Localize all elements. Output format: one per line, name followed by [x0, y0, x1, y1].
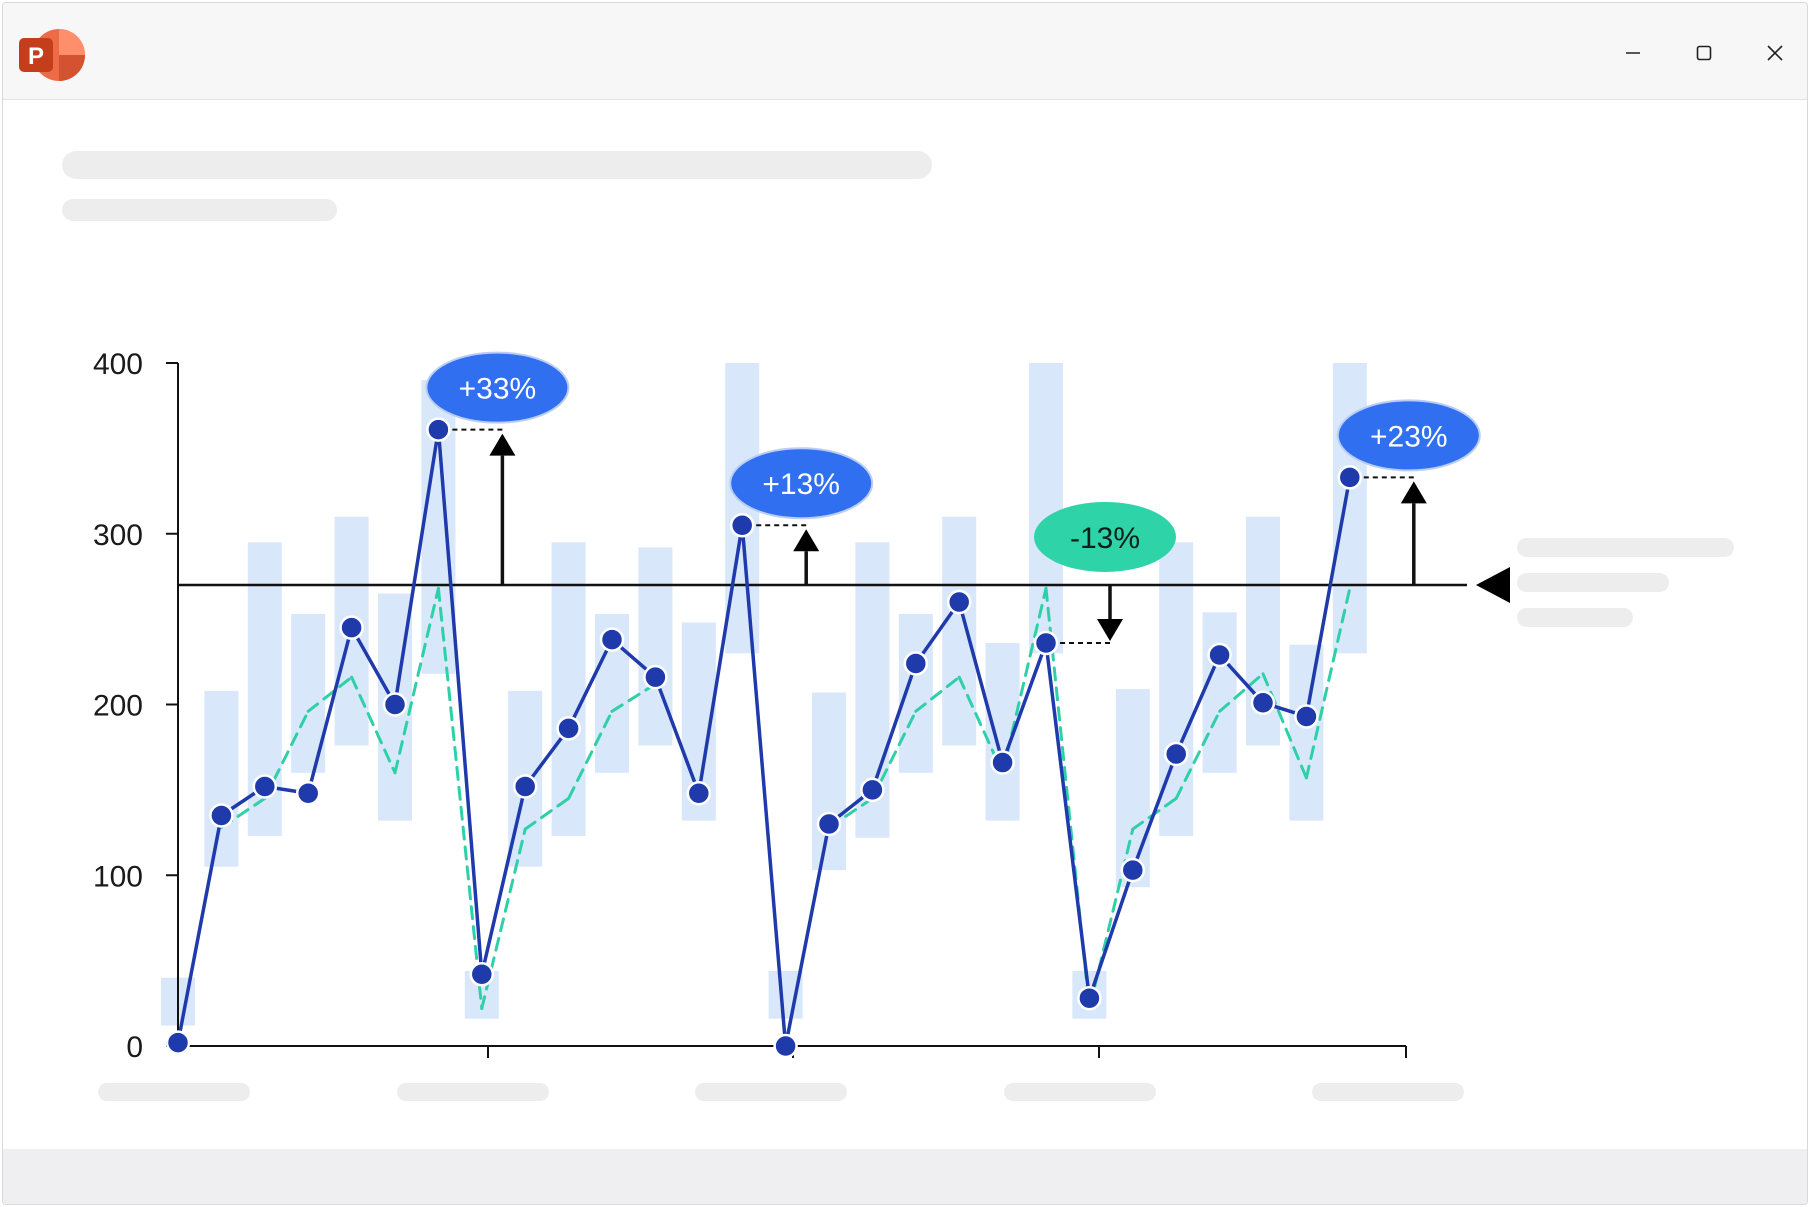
change-badge [729, 447, 874, 520]
x-label-placeholder [1312, 1083, 1464, 1101]
range-band [551, 542, 586, 836]
data-point [556, 716, 581, 741]
data-point [252, 774, 278, 799]
y-tick-label: 400 [93, 348, 143, 381]
data-point [946, 589, 972, 615]
x-label-placeholder [695, 1083, 847, 1101]
data-point [643, 664, 668, 690]
minimize-button[interactable] [1606, 29, 1660, 77]
dashed-series-segment [263, 709, 310, 800]
data-point [469, 962, 495, 987]
y-tick-label: 200 [93, 690, 143, 723]
change-badge-label: -13% [1070, 522, 1140, 555]
dashed-series-segment [1218, 672, 1265, 713]
change-badge-label: +23% [1370, 420, 1448, 453]
y-tick-label: 0 [126, 1031, 143, 1064]
data-point [512, 774, 538, 799]
data-point [816, 811, 842, 837]
data-point [1337, 465, 1363, 490]
legend-line-placeholder [1517, 573, 1669, 592]
subtitle-placeholder [62, 199, 337, 221]
range-band [1332, 363, 1367, 654]
dashed-series-segment [523, 796, 571, 831]
change-badge [1336, 399, 1481, 472]
maximize-icon [1696, 45, 1712, 61]
change-badge-label: +33% [459, 373, 537, 406]
minimize-icon [1626, 52, 1640, 54]
range-band [1159, 542, 1194, 836]
x-label-placeholder [1004, 1083, 1156, 1101]
x-label-placeholder [98, 1083, 250, 1101]
x-label-placeholder [397, 1083, 549, 1101]
dashed-series-segment [436, 586, 484, 1010]
data-point [1120, 857, 1146, 883]
title-placeholder [62, 151, 932, 179]
status-bar [3, 1149, 1807, 1204]
title-bar: P [3, 3, 1807, 100]
main-series-layer [165, 417, 1363, 1059]
data-point [165, 1030, 191, 1055]
range-band [638, 547, 673, 746]
range-band [204, 690, 239, 867]
data-point [1163, 741, 1189, 767]
range-band [942, 516, 977, 746]
close-button[interactable] [1748, 29, 1802, 77]
annotations-layer: +33% +13% -13% +23% [425, 351, 1481, 645]
dashed-series-segment [1261, 672, 1308, 780]
data-point [339, 615, 364, 640]
dashed-series-segment [914, 675, 961, 713]
range-band [812, 692, 846, 871]
data-point [209, 803, 234, 828]
range-band [1115, 689, 1150, 888]
data-point [1294, 704, 1319, 729]
range-band [1202, 612, 1237, 773]
bands-layer [161, 363, 1367, 1026]
data-point [1250, 690, 1276, 716]
dashed-series-segment [1174, 709, 1222, 800]
y-tick-label: 100 [93, 860, 143, 893]
dashed-series-segment [393, 586, 440, 775]
maximize-button[interactable] [1677, 29, 1731, 77]
dashed-series-segment [870, 709, 918, 800]
dashed-series-segment [567, 709, 614, 800]
data-point [599, 627, 625, 652]
legend-line-placeholder [1517, 538, 1734, 557]
data-point [382, 692, 408, 717]
data-point [295, 781, 321, 806]
dashed-series-segment [610, 682, 657, 713]
change-badge [1034, 501, 1176, 572]
data-point [773, 1033, 798, 1059]
y-tick-label: 300 [93, 519, 143, 552]
data-point [1207, 642, 1232, 668]
line-chart: 0 100 200 300 400 +33% +13% -13% +23% [93, 348, 1510, 1064]
change-badge [425, 351, 570, 424]
dashed-series-segment [350, 675, 397, 775]
reference-line-layer [178, 566, 1510, 603]
change-arrow-head [1097, 619, 1123, 642]
change-arrow-head [793, 529, 820, 552]
change-arrow-head [1400, 481, 1427, 504]
dashed-series-segment [306, 675, 354, 713]
range-band [1029, 363, 1063, 654]
change-badge-label: +13% [762, 468, 840, 501]
data-point [903, 651, 929, 676]
legend-line-placeholder [1517, 608, 1633, 627]
close-icon [1767, 45, 1783, 61]
data-point [729, 512, 755, 538]
data-point [686, 781, 712, 806]
data-point [1033, 630, 1059, 656]
powerpoint-icon: P [17, 28, 87, 83]
svg-text:P: P [28, 43, 44, 70]
data-point [1077, 985, 1102, 1011]
data-point [990, 750, 1015, 775]
change-arrow-head [489, 433, 516, 456]
main-series-line [176, 427, 1352, 1048]
data-point [426, 417, 451, 442]
reference-marker [1476, 566, 1510, 603]
data-point [860, 777, 885, 803]
dashed-series-segment [1304, 586, 1352, 780]
